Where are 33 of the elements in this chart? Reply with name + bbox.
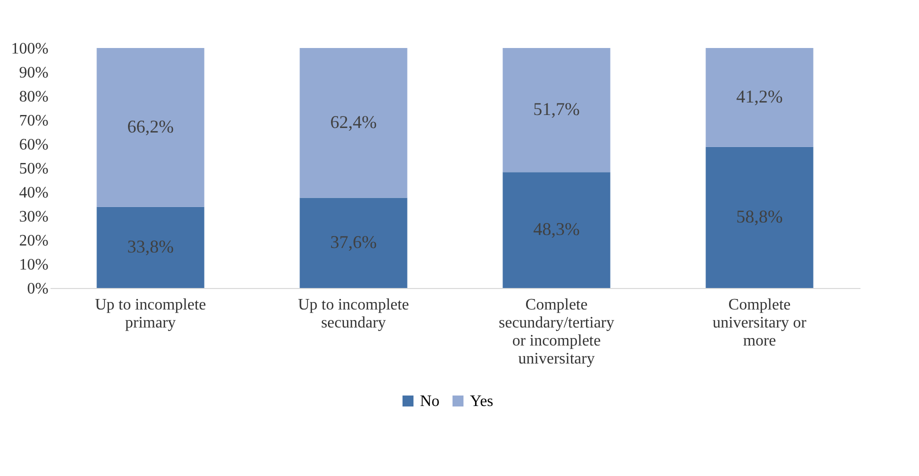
data-label: 33,8%: [127, 236, 174, 256]
data-label: 41,2%: [736, 86, 783, 106]
x-tick-label: Complete universitary or more: [712, 296, 808, 350]
y-tick-label: 50%: [19, 160, 48, 178]
x-tick-label: Complete secundary/tertiary or incomplete universitary: [498, 296, 614, 368]
y-tick-label: 30%: [19, 208, 48, 226]
bar: [706, 48, 814, 147]
legend-label: Yes: [470, 393, 494, 410]
data-label: 51,7%: [533, 99, 580, 120]
y-tick-label: 60%: [19, 136, 48, 154]
y-tick-label: 20%: [19, 232, 48, 250]
y-tick-label: 40%: [19, 184, 48, 202]
y-tick-label: 10%: [19, 256, 48, 274]
y-tick-label: 100%: [11, 40, 48, 58]
data-label: 58,8%: [736, 206, 783, 226]
x-tick-label: Up to incomplete primary: [94, 296, 206, 332]
data-label: 62,4%: [330, 112, 377, 132]
data-label: 48,3%: [533, 219, 580, 240]
data-label: 37,6%: [330, 232, 377, 252]
bar: [502, 48, 610, 172]
bar: [300, 48, 408, 198]
bar: [96, 48, 204, 207]
data-label: 66,2%: [127, 116, 174, 136]
x-tick-label: Up to incomplete secundary: [298, 296, 410, 332]
bar: [300, 198, 408, 288]
legend-label: No: [420, 393, 440, 410]
bar: [96, 206, 204, 288]
y-tick-label: 70%: [19, 112, 48, 130]
bar: [706, 146, 814, 288]
y-tick-label: 80%: [19, 88, 48, 106]
bar: [502, 172, 610, 288]
y-tick-label: 90%: [19, 64, 48, 82]
y-tick-label: 0%: [27, 280, 48, 298]
